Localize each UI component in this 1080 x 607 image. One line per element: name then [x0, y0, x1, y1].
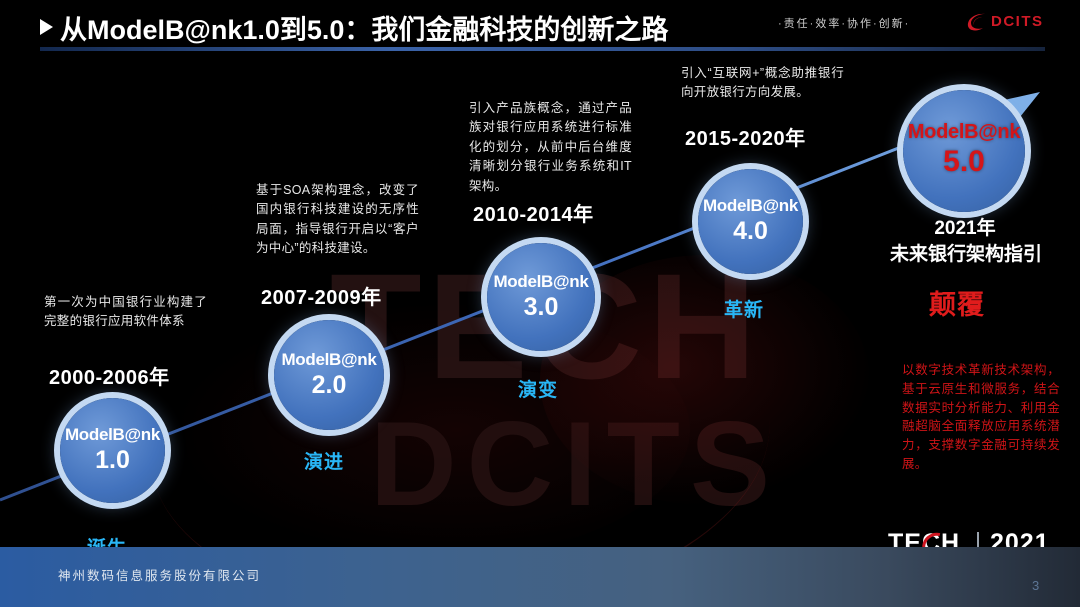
- footer-bar: 神州数码信息服务股份有限公司: [0, 547, 1080, 607]
- milestone-2-circle-name: ModelB@nk: [281, 349, 377, 369]
- milestone-4-circle[interactable]: ModelB@nk 4.0: [698, 169, 803, 274]
- milestone-2-circle[interactable]: ModelB@nk 2.0: [274, 320, 384, 430]
- milestone-4-description: 引入“互联网+”概念助推银行向开放银行方向发展。: [681, 66, 844, 100]
- header: 从ModelB@nk1.0到5.0：我们金融科技的创新之路 ·责任·效率·协作·…: [0, 0, 1080, 56]
- milestone-3-circle-version: 3.0: [523, 292, 559, 321]
- milestone-1-circle-version: 1.0: [95, 446, 130, 475]
- page-number: 3: [1032, 578, 1040, 593]
- dcits-logo: DCITS: [965, 10, 1065, 36]
- milestone-1-circle-name: ModelB@nk: [64, 425, 161, 445]
- milestone-5-year-line1: 2021年: [934, 218, 996, 239]
- milestone-5-year-line2: 未来银行架构指引: [890, 244, 1043, 265]
- swoosh-icon: [967, 13, 985, 31]
- milestone-4-circle-version: 4.0: [733, 217, 768, 246]
- footer-company: 神州数码信息服务股份有限公司: [58, 569, 262, 583]
- milestone-3-circle[interactable]: ModelB@nk 3.0: [487, 243, 595, 351]
- milestone-3-tagword: 演变: [518, 380, 559, 401]
- milestone-4-circle-name: ModelB@nk: [702, 196, 799, 216]
- milestone-5-circle[interactable]: ModelB@nk 5.0: [903, 90, 1025, 212]
- milestone-3-circle-name: ModelB@nk: [493, 271, 589, 291]
- milestone-2-tagword: 演进: [304, 452, 345, 473]
- dcits-wordmark: DCITS: [991, 13, 1044, 30]
- milestone-4-year: 2015-2020年: [685, 128, 806, 150]
- milestone-5-red-paragraph: 以数字技术革新技术架构，基于云原生和微服务，结合数据实时分析能力、利用金融超脑全…: [902, 363, 1060, 471]
- bullet-triangle-icon: [40, 19, 53, 35]
- milestone-3-description: 引入产品族概念，通过产品族对银行应用系统进行标准化的划分，从前中后台维度清晰划分…: [469, 101, 632, 193]
- milestone-4-tagword: 革新: [724, 300, 765, 321]
- milestone-5-tagword: 颠覆: [929, 290, 985, 320]
- milestone-2-year: 2007-2009年: [261, 287, 382, 309]
- milestone-1-description: 第一次为中国银行业构建了完整的银行应用软件体系: [44, 295, 207, 329]
- milestone-1-year: 2000-2006年: [49, 367, 170, 389]
- page-title: 从ModelB@nk1.0到5.0：我们金融科技的创新之路: [60, 15, 669, 45]
- milestone-1-circle[interactable]: ModelB@nk 1.0: [60, 398, 165, 503]
- header-tagline: ·责任·效率·协作·创新·: [778, 18, 911, 30]
- milestone-2-circle-version: 2.0: [311, 370, 347, 399]
- milestone-2-description: 基于SOA架构理念，改变了国内银行科技建设的无序性局面，指导银行开启以“客户为中…: [256, 183, 419, 256]
- milestone-5-circle-name: ModelB@nk: [907, 121, 1021, 144]
- milestone-5-circle-version: 5.0: [943, 145, 985, 179]
- milestone-3-year: 2010-2014年: [473, 204, 594, 226]
- title-underline: [40, 47, 1045, 51]
